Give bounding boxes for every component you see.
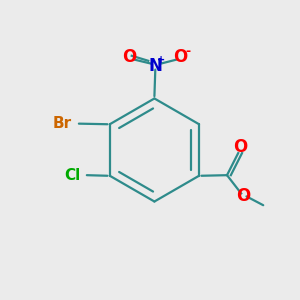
Text: O: O xyxy=(233,138,248,156)
Text: O: O xyxy=(122,48,136,66)
Text: Cl: Cl xyxy=(64,168,80,183)
Text: N: N xyxy=(149,57,163,75)
Text: Br: Br xyxy=(52,116,71,131)
Text: -: - xyxy=(186,45,191,58)
Text: O: O xyxy=(236,188,250,206)
Text: +: + xyxy=(157,55,165,64)
Text: O: O xyxy=(173,48,187,66)
